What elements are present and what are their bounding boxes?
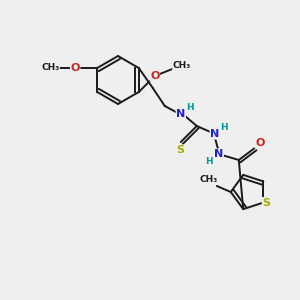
Text: CH₃: CH₃ xyxy=(173,61,191,70)
Text: H: H xyxy=(220,122,228,131)
Text: O: O xyxy=(255,138,265,148)
Text: N: N xyxy=(176,109,185,119)
Text: O: O xyxy=(150,71,160,81)
Text: H: H xyxy=(205,158,213,166)
Text: CH₃: CH₃ xyxy=(41,64,59,73)
Text: S: S xyxy=(262,198,270,208)
Text: N: N xyxy=(210,129,219,139)
Text: O: O xyxy=(70,63,80,73)
Text: H: H xyxy=(186,103,194,112)
Text: CH₃: CH₃ xyxy=(200,176,218,184)
Text: S: S xyxy=(176,145,184,155)
Text: N: N xyxy=(214,149,224,159)
